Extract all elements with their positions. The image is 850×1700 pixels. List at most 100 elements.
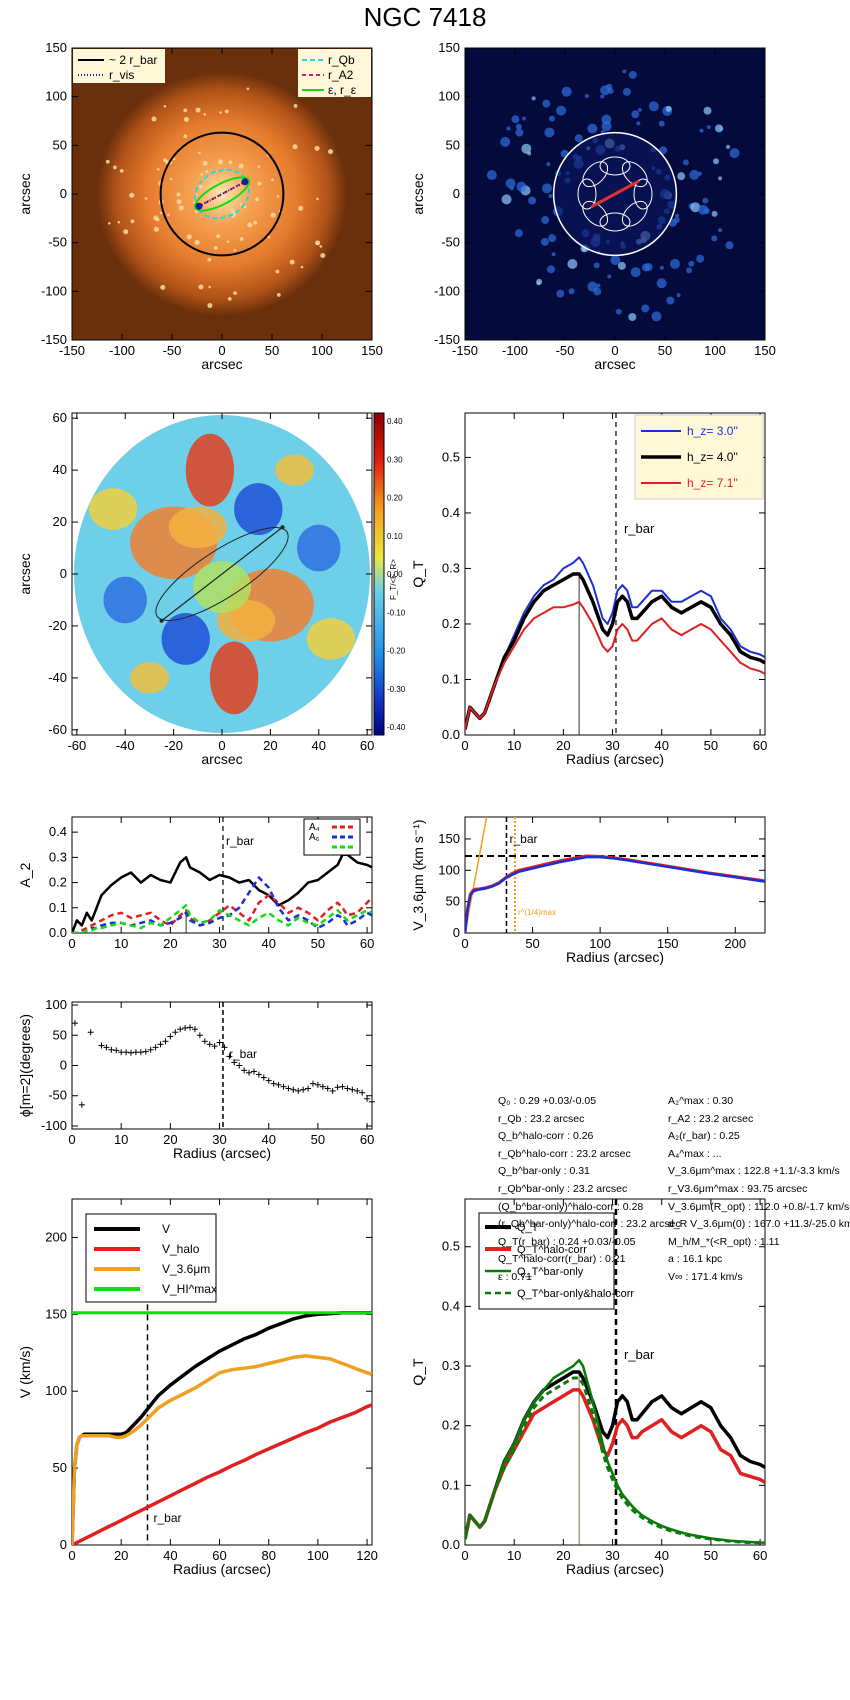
param-a: a : 16.1 kpc bbox=[668, 1253, 723, 1266]
qt-xlabel: Radius (arcsec) bbox=[566, 751, 664, 767]
residual-feature bbox=[718, 228, 723, 233]
legend-label: A₄ bbox=[309, 822, 320, 833]
vd-ylabel: V (km/s) bbox=[17, 1346, 33, 1398]
vr-ytick-label: 50 bbox=[446, 894, 460, 909]
vd-xtick-label: 100 bbox=[307, 1548, 329, 1563]
ph-point bbox=[216, 1039, 223, 1046]
tl-xtick-label: -150 bbox=[59, 343, 85, 358]
ph-xtick-label: 40 bbox=[261, 1132, 275, 1147]
colorbar-tick-label: -0.20 bbox=[387, 647, 406, 656]
vd-axes: 0 20 40 60 80 100 120 0 50 100 150 200 Radius (arcse… bbox=[17, 1198, 378, 1577]
ph-point bbox=[196, 1032, 203, 1039]
hii-region bbox=[271, 178, 274, 182]
a2-xtick-label: 30 bbox=[212, 936, 226, 951]
hii-region bbox=[257, 165, 261, 168]
a2-axes: 0 10 20 30 40 50 60 0.0 0.1 0.2 0.3 0.4 A_2 bbox=[17, 816, 374, 951]
tl-ytick-label: 100 bbox=[45, 89, 67, 104]
ph-point bbox=[226, 1053, 233, 1060]
qt-xtick-label: 50 bbox=[704, 738, 718, 753]
residual-feature bbox=[729, 148, 740, 159]
legend-label: V bbox=[162, 1222, 170, 1236]
fm-xtick-label: -20 bbox=[164, 738, 183, 753]
residual-feature bbox=[551, 252, 556, 257]
hii-region bbox=[257, 181, 262, 186]
ph-point bbox=[300, 1086, 307, 1093]
tl-xtick-label: 50 bbox=[265, 343, 279, 358]
residual-feature bbox=[567, 259, 578, 270]
param-qt-halo-rbar: Q_T^halo-corr(r_bar) : 0.21 bbox=[498, 1253, 626, 1266]
ph-point bbox=[71, 1020, 78, 1027]
fm-ytick-label: 20 bbox=[53, 514, 67, 529]
residual-feature bbox=[542, 99, 551, 108]
residual-feature bbox=[568, 288, 575, 295]
hii-region bbox=[219, 111, 222, 114]
residual-feature bbox=[648, 101, 659, 112]
fm-xtick-label: 40 bbox=[312, 738, 326, 753]
ph-xtick-label: 0 bbox=[68, 1132, 75, 1147]
tr-ytick-label: -100 bbox=[434, 283, 460, 298]
ph-point bbox=[354, 1087, 361, 1094]
hii-region bbox=[292, 144, 298, 150]
tr-xtick-label: -50 bbox=[556, 343, 575, 358]
residual-feature bbox=[546, 162, 551, 167]
ph-frame bbox=[71, 1001, 373, 1130]
ph-xtick-label: 60 bbox=[360, 1132, 374, 1147]
residual-feature bbox=[702, 197, 709, 204]
hii-region bbox=[203, 113, 207, 116]
vd-xtick-label: 120 bbox=[356, 1548, 378, 1563]
ph-point bbox=[319, 1083, 326, 1090]
vd-xtick-label: 60 bbox=[212, 1548, 226, 1563]
hii-region bbox=[112, 165, 117, 170]
tr-ytick-label: 0 bbox=[453, 186, 460, 201]
a2-xtick-label: 0 bbox=[68, 936, 75, 951]
a2-xtick-label: 40 bbox=[261, 936, 275, 951]
vr-xtick-label: 100 bbox=[589, 936, 611, 951]
qt-ytick-label: 0.3 bbox=[442, 560, 460, 575]
hii-region bbox=[216, 234, 221, 239]
param-r-vmax: r_V3.6μm^max : 93.75 arcsec bbox=[668, 1182, 808, 1195]
hii-region bbox=[183, 116, 189, 122]
hii-region bbox=[117, 220, 121, 224]
legend-label: Q_T bbox=[517, 1222, 539, 1234]
contour bbox=[633, 178, 653, 210]
qh-xtick-label: 20 bbox=[556, 1548, 570, 1563]
residual-feature bbox=[486, 170, 497, 181]
residual-feature bbox=[666, 296, 675, 305]
residual-feature bbox=[541, 216, 550, 225]
residual-feature bbox=[561, 86, 572, 97]
ph-point bbox=[255, 1071, 262, 1078]
qt-legend: h_z= 3.0'' h_z= 4.0'' h_z= 7.1'' bbox=[634, 414, 764, 500]
hii-region bbox=[151, 116, 157, 122]
qh-ytick-label: 0.5 bbox=[442, 1239, 460, 1254]
ph-point bbox=[364, 1095, 371, 1102]
tr-xtick-label: 150 bbox=[754, 343, 776, 358]
hii-region bbox=[253, 220, 258, 225]
legend-label: V_HI^max bbox=[162, 1282, 217, 1296]
hii-region bbox=[247, 222, 253, 228]
residual-feature bbox=[515, 128, 524, 137]
residual-feature bbox=[641, 304, 650, 313]
tl-ytick-label: -150 bbox=[41, 332, 67, 347]
tr-xtick-label: -150 bbox=[452, 343, 478, 358]
force-blob bbox=[168, 506, 227, 549]
residual-feature bbox=[636, 121, 641, 126]
qh-ylabel: Q_T bbox=[410, 1358, 426, 1386]
a2-ytick-label: 0.0 bbox=[49, 925, 67, 940]
tr-axes: -150 -100 -50 0 50 100 150 -150 -100 -50 0 50 100 150… bbox=[410, 40, 776, 372]
hii-region bbox=[300, 265, 304, 269]
tr-ytick-label: -50 bbox=[441, 235, 460, 250]
hii-region bbox=[198, 284, 204, 290]
hii-region bbox=[123, 229, 129, 235]
ph-point bbox=[231, 1059, 238, 1066]
a2-series-1 bbox=[72, 893, 372, 933]
fm-ytick-label: 40 bbox=[53, 462, 67, 477]
residual-feature bbox=[712, 158, 719, 165]
ph-point bbox=[191, 1026, 198, 1033]
ph-point bbox=[334, 1084, 341, 1091]
ph-point bbox=[128, 1049, 135, 1056]
ra2-line bbox=[198, 180, 246, 208]
hii-region bbox=[186, 234, 192, 240]
residual-feature bbox=[659, 265, 664, 270]
vr-xlabel: Radius (arcsec) bbox=[566, 949, 664, 965]
